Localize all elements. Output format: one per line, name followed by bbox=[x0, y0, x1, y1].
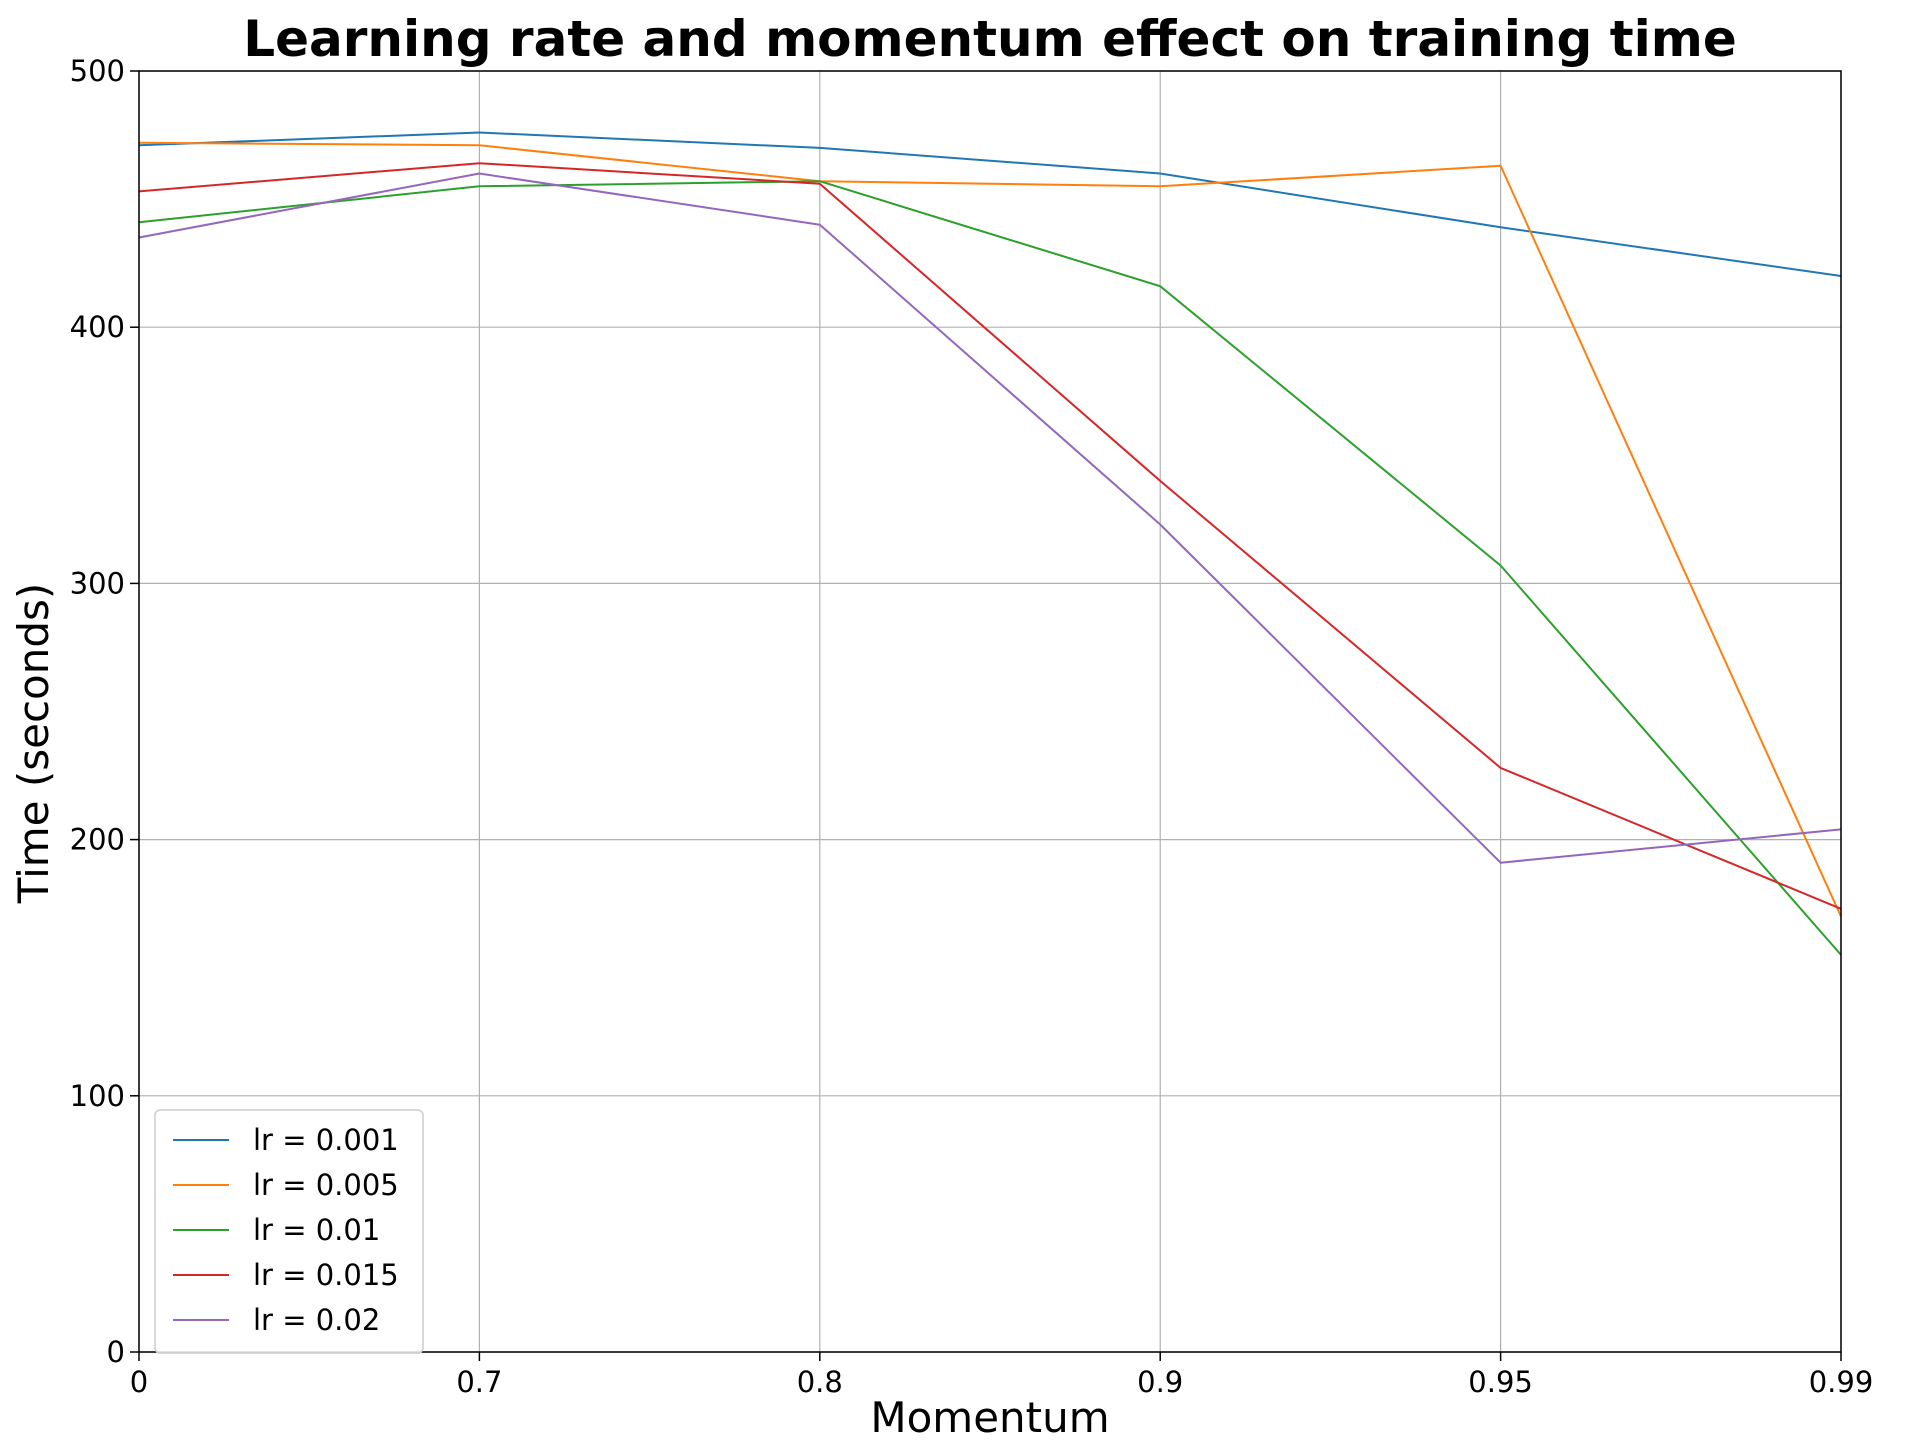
series-line bbox=[138, 131, 1842, 277]
series-lines bbox=[138, 131, 1842, 956]
y-tick-label: 200 bbox=[70, 823, 125, 857]
legend: lr = 0.001 lr = 0.005 lr = 0.01 lr = 0.015 l… bbox=[154, 1109, 424, 1354]
x-tick-label: 0.99 bbox=[1809, 1365, 1874, 1399]
plot-frame bbox=[138, 70, 1842, 1353]
y-axis-ticks: 0 100 200 300 400 500 bbox=[70, 54, 139, 1369]
series-line bbox=[138, 141, 1842, 917]
legend-label: lr = 0.005 bbox=[253, 1168, 399, 1202]
y-tick-label: 0 bbox=[107, 1335, 125, 1369]
grid-lines bbox=[138, 70, 1842, 1353]
legend-box bbox=[154, 1109, 424, 1354]
series-line bbox=[138, 162, 1842, 910]
series-line bbox=[138, 172, 1842, 864]
x-axis-label: Momentum bbox=[870, 1393, 1109, 1440]
legend-label: lr = 0.001 bbox=[253, 1123, 399, 1157]
x-tick-label: 0.7 bbox=[456, 1365, 502, 1399]
y-tick-label: 300 bbox=[70, 566, 125, 600]
x-tick-label: 0 bbox=[130, 1365, 148, 1399]
y-tick-label: 100 bbox=[70, 1079, 125, 1113]
legend-label: lr = 0.02 bbox=[253, 1303, 380, 1337]
x-tick-label: 0.8 bbox=[797, 1365, 843, 1399]
x-tick-label: 0.95 bbox=[1468, 1365, 1533, 1399]
x-axis-ticks: 0 0.7 0.8 0.9 0.95 0.99 bbox=[130, 1352, 1874, 1399]
y-axis-label: Time (seconds) bbox=[9, 583, 58, 905]
legend-label: lr = 0.015 bbox=[253, 1258, 399, 1292]
y-tick-label: 400 bbox=[70, 310, 125, 344]
legend-label: lr = 0.01 bbox=[253, 1213, 380, 1247]
x-tick-label: 0.9 bbox=[1137, 1365, 1183, 1399]
series-line bbox=[138, 180, 1842, 956]
y-tick-label: 500 bbox=[70, 54, 125, 88]
chart-title: Learning rate and momentum effect on tra… bbox=[243, 10, 1737, 68]
